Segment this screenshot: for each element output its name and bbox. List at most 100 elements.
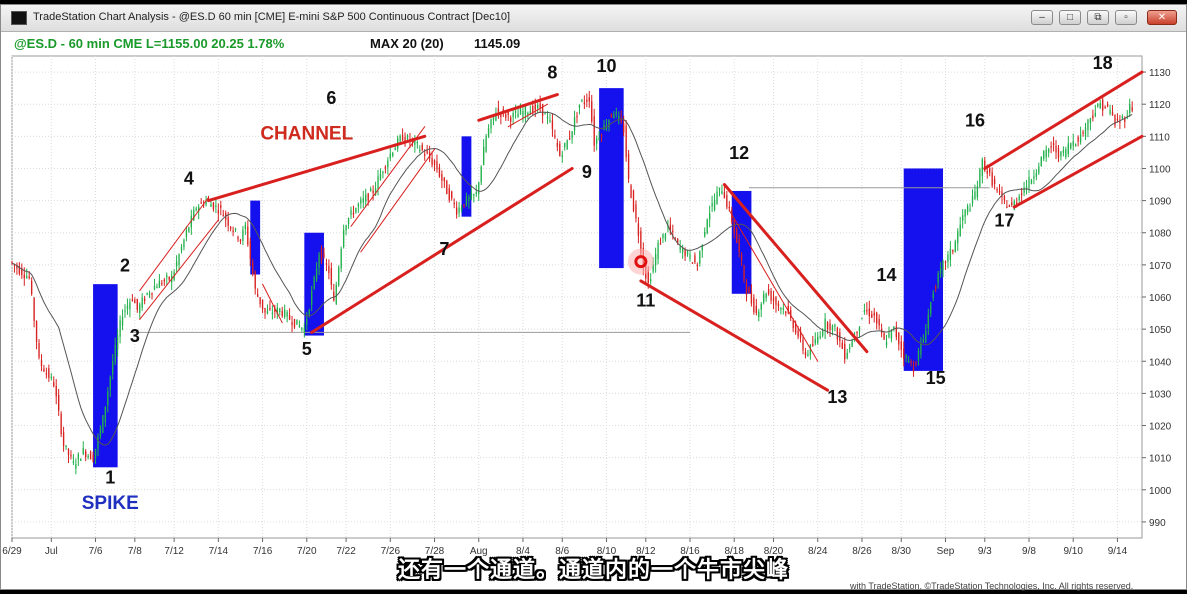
candle-body (735, 229, 738, 243)
restore-icon: ⧉ (1094, 12, 1102, 23)
candle-body (340, 248, 342, 269)
candle-body (785, 311, 787, 314)
candle-body (834, 325, 836, 327)
candle-body (48, 368, 50, 378)
candle-body (910, 361, 912, 363)
candle-body (215, 205, 217, 207)
candle-body (541, 104, 544, 116)
candle-body (291, 321, 293, 326)
candle-body (863, 310, 866, 312)
candle-body (57, 394, 60, 411)
chart-annotation: 18 (1093, 53, 1113, 73)
candle-body (627, 153, 630, 179)
candle-body (858, 326, 861, 332)
candle-body (419, 149, 421, 152)
restore-button[interactable]: ⧉ (1087, 10, 1109, 25)
candle-body (598, 138, 600, 140)
micro-trendline (139, 219, 219, 320)
candle-body (217, 210, 220, 214)
candle-body (205, 200, 207, 205)
candle-body (330, 268, 333, 285)
channel-trendline (310, 166, 574, 334)
candle-body (775, 297, 777, 305)
pin-icon: ▫ (1124, 12, 1128, 23)
highlight-marker (634, 255, 648, 269)
candle-body (657, 242, 659, 260)
candle-body (500, 112, 502, 117)
candle-body (684, 249, 686, 257)
minimize-button[interactable]: – (1031, 10, 1053, 25)
pin-button[interactable]: ▫ (1115, 10, 1137, 25)
candle-body (377, 176, 379, 190)
candle-body (890, 329, 893, 339)
close-button[interactable]: ✕ (1147, 10, 1177, 25)
x-tick-label: 7/12 (164, 546, 184, 557)
candle-body (802, 339, 804, 351)
candle-body (367, 193, 369, 201)
candle-body (401, 134, 404, 141)
candle-body (1028, 176, 1030, 189)
title-bar[interactable]: TradeStation Chart Analysis - @ES.D 60 m… (1, 5, 1186, 32)
candle-body (26, 276, 28, 278)
candle-body (269, 308, 271, 310)
chart-annotation: 5 (302, 339, 312, 359)
y-tick-label: 1020 (1149, 422, 1172, 433)
candle-body (229, 226, 232, 229)
x-tick-label: 7/28 (425, 546, 445, 557)
candle-body (586, 99, 588, 102)
candle-body (65, 445, 67, 448)
candle-body (989, 168, 991, 173)
candle-body (1067, 143, 1069, 154)
candle-body (424, 154, 426, 156)
candle-body (868, 308, 871, 317)
candle-body (871, 314, 873, 318)
candle-body (630, 185, 632, 198)
candle-body (979, 169, 981, 187)
chart-annotation: CHANNEL (260, 124, 353, 145)
candle-body (384, 166, 387, 169)
indicator-name: MAX 20 (20) (370, 36, 444, 51)
candle-body (1060, 151, 1062, 157)
candle-body (529, 111, 532, 115)
candle-body (733, 219, 735, 234)
candle-body (104, 406, 107, 423)
candle-body (271, 312, 274, 315)
candle-body (495, 112, 497, 121)
candle-body (593, 116, 595, 146)
candle-body (1129, 104, 1131, 114)
candle-body (254, 271, 256, 289)
candle-body (379, 173, 382, 180)
candle-body (885, 341, 888, 346)
candle-body (711, 203, 713, 207)
highlight-marker-glow (627, 248, 654, 275)
candle-body (537, 104, 539, 109)
candle-body (659, 243, 662, 245)
maximize-button[interactable]: □ (1059, 10, 1081, 25)
candle-body (443, 177, 446, 182)
channel-trendline (983, 70, 1144, 170)
spike-box (250, 200, 261, 275)
x-tick-label: 8/4 (516, 546, 530, 557)
candle-body (389, 153, 391, 159)
candle-body (632, 190, 635, 211)
candle-body (947, 254, 949, 263)
candle-body (190, 215, 193, 228)
candle-body (772, 297, 775, 302)
y-tick-label: 1120 (1149, 100, 1171, 111)
candle-body (1025, 186, 1028, 189)
candle-body (1089, 118, 1092, 124)
candle-body (807, 353, 809, 356)
candle-body (620, 118, 622, 122)
candle-body (45, 373, 48, 375)
candle-body (296, 319, 298, 325)
chart-annotation: 16 (965, 111, 985, 131)
y-tick-label: 1030 (1149, 389, 1172, 400)
candle-body (43, 368, 45, 372)
candle-body (650, 279, 652, 282)
candle-body (465, 196, 468, 206)
candle-body (102, 415, 104, 433)
candle-body (163, 279, 165, 282)
close-icon: ✕ (1157, 12, 1167, 23)
candle-body (1097, 104, 1099, 107)
